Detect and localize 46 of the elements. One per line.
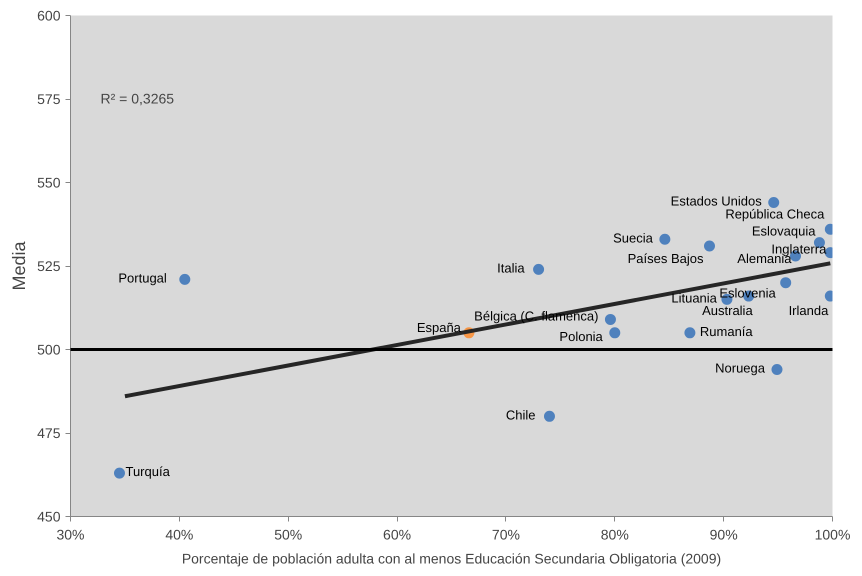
data-label: Eslovaquia bbox=[752, 224, 816, 239]
point bbox=[609, 327, 620, 338]
x-tick-label: 100% bbox=[814, 526, 850, 542]
y-tick-label: 575 bbox=[37, 91, 61, 107]
data-label: República Checa bbox=[725, 206, 826, 222]
annotation: R² = 0,3265 bbox=[100, 90, 174, 106]
data-label: Australia bbox=[702, 303, 754, 318]
point bbox=[604, 314, 616, 325]
x-tick-label: 90% bbox=[710, 526, 738, 542]
data-label: Lituania bbox=[671, 290, 718, 306]
x-tick-label: 70% bbox=[492, 526, 520, 542]
point bbox=[659, 234, 670, 245]
data-label: Chile bbox=[506, 407, 536, 422]
y-tick-label: 525 bbox=[37, 258, 61, 274]
point bbox=[544, 410, 555, 422]
x-tick-label: 40% bbox=[165, 526, 194, 542]
data-label: Rumanía bbox=[700, 324, 754, 339]
point bbox=[771, 364, 782, 376]
data-label: Suecia bbox=[613, 230, 654, 246]
point bbox=[684, 327, 696, 338]
y-axis-title: Media bbox=[9, 240, 30, 291]
data-label: Portugal bbox=[118, 270, 167, 286]
x-tick-label: 30% bbox=[56, 526, 85, 542]
point bbox=[780, 277, 792, 288]
x-tick-label: 50% bbox=[274, 526, 302, 542]
point bbox=[768, 197, 780, 208]
y-tick-label: 500 bbox=[37, 342, 61, 358]
x-tick-label: 80% bbox=[600, 526, 629, 542]
y-tick-label: 550 bbox=[37, 174, 61, 190]
data-label: Países Bajos bbox=[628, 250, 704, 266]
data-label: España bbox=[416, 320, 462, 335]
y-tick-label: 450 bbox=[37, 508, 61, 524]
y-tick-label: 600 bbox=[37, 8, 61, 24]
x-tick-label: 60% bbox=[383, 526, 412, 542]
y-tick-label: 475 bbox=[37, 425, 61, 441]
data-label: Estados Unidos bbox=[670, 194, 762, 209]
data-label: Noruega bbox=[715, 360, 766, 376]
data-label: Turquía bbox=[125, 464, 171, 480]
point bbox=[179, 274, 190, 285]
point bbox=[704, 240, 715, 252]
point bbox=[533, 264, 544, 275]
data-label: Polonia bbox=[559, 328, 604, 344]
x-axis-title: Porcentaje de población adulta con al menos Educación Secundaria Obligatoria (2009) bbox=[182, 550, 722, 566]
data-label: Italia bbox=[497, 260, 526, 276]
point bbox=[114, 468, 125, 479]
data-label: Irlanda bbox=[788, 303, 830, 318]
